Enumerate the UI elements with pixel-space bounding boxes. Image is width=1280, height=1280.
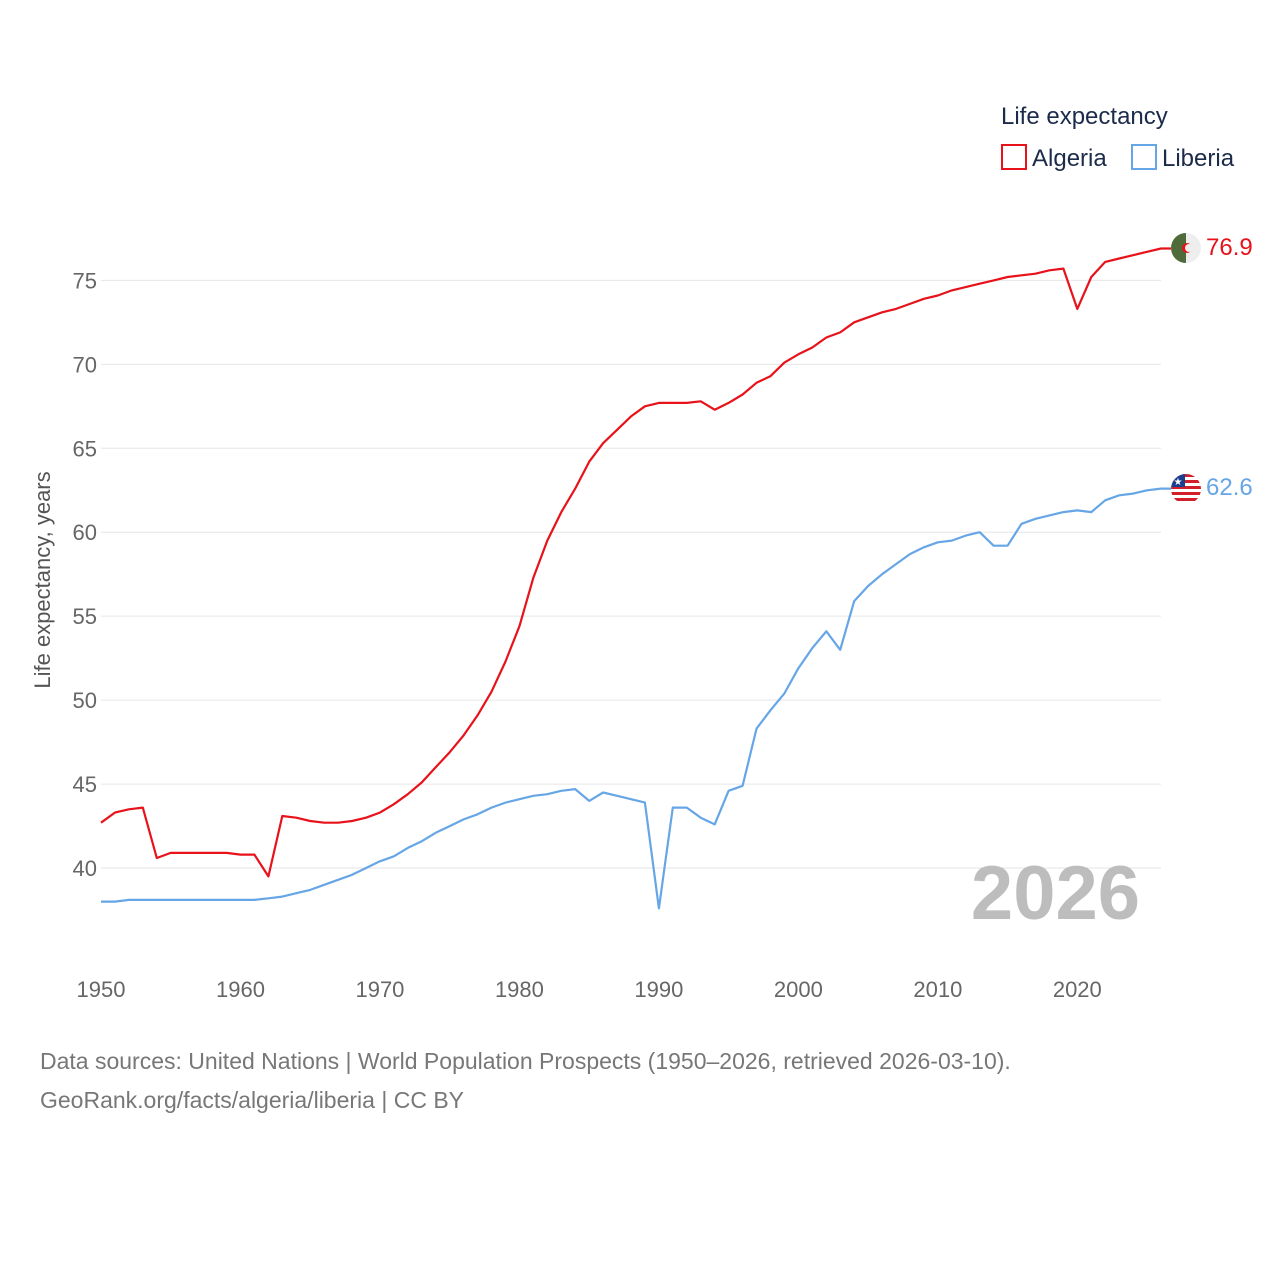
x-axis-ticks: 1950 1960 1970 1980 1990 2000 2010 2020 [77, 977, 1102, 1002]
legend-label-liberia: Liberia [1162, 145, 1235, 172]
series-line-algeria [100, 247, 1171, 878]
series-lines [100, 247, 1171, 910]
y-tick-label: 65 [73, 436, 97, 461]
y-tick-label: 40 [73, 856, 97, 881]
y-tick-label: 70 [73, 352, 97, 377]
legend: Life expectancy Algeria Liberia [1001, 103, 1235, 172]
y-tick-label: 50 [73, 688, 97, 713]
y-tick-label: 75 [73, 268, 97, 293]
legend-title: Life expectancy [1001, 103, 1168, 130]
svg-text:★: ★ [1174, 477, 1183, 488]
footer: Data sources: United Nations | World Pop… [40, 1042, 1011, 1120]
line-chart: 40 45 50 55 60 65 70 75 1950 1960 1970 1980 1990 200… [30, 103, 1253, 1002]
legend-swatch-liberia [1131, 144, 1157, 170]
y-axis-label: Life expectancy, years [30, 471, 55, 688]
y-tick-label: 45 [73, 772, 97, 797]
gridlines [101, 279, 1161, 869]
legend-label-algeria: Algeria [1032, 145, 1107, 172]
x-tick-label: 1950 [77, 977, 126, 1002]
data-source-note: Data sources: United Nations | World Pop… [40, 1048, 1011, 1074]
series-line-liberia [101, 487, 1171, 910]
x-tick-label: 1980 [495, 977, 544, 1002]
year-watermark: 2026 [971, 851, 1140, 936]
x-tick-label: 1960 [216, 977, 265, 1002]
legend-swatch-algeria [1001, 144, 1027, 170]
y-axis-ticks: 40 45 50 55 60 65 70 75 [73, 268, 97, 881]
algeria-flag-icon [1171, 233, 1201, 263]
y-tick-label: 55 [73, 604, 97, 629]
credit-link[interactable]: GeoRank.org/facts/algeria/liberia | CC B… [40, 1087, 464, 1113]
liberia-end-value: 62.6 [1206, 474, 1253, 501]
x-tick-label: 2010 [913, 977, 962, 1002]
y-tick-label: 60 [73, 520, 97, 545]
algeria-end-value: 76.9 [1206, 234, 1253, 261]
x-tick-label: 1970 [355, 977, 404, 1002]
x-tick-label: 2020 [1053, 977, 1102, 1002]
liberia-flag-icon: ★ [1171, 474, 1201, 504]
x-tick-label: 1990 [634, 977, 683, 1002]
x-tick-label: 2000 [774, 977, 823, 1002]
